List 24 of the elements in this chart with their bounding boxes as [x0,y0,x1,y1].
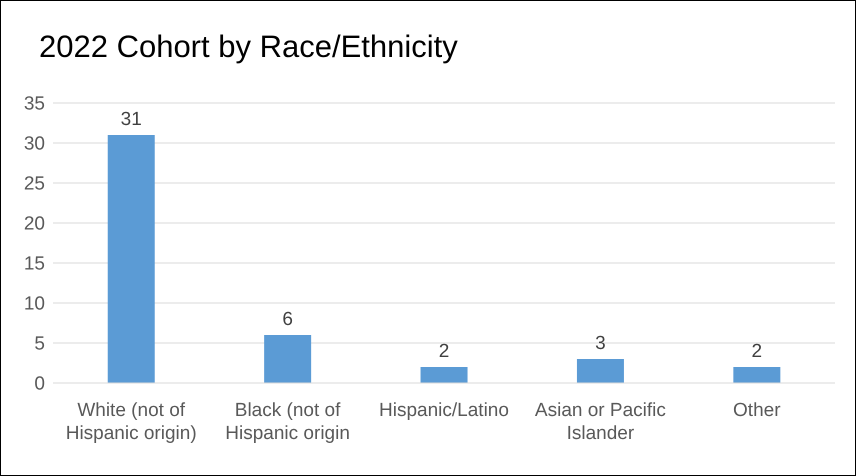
data-label: 2 [438,341,450,362]
data-label: 6 [282,309,293,330]
y-tick-label: 0 [34,374,45,395]
data-label: 3 [595,333,606,354]
bar [108,135,155,383]
y-tick-label: 30 [24,134,45,155]
data-label: 2 [752,341,762,362]
y-tick-label: 35 [24,94,45,115]
bar [420,367,468,383]
bar [576,359,624,383]
x-tick-label: Other [733,400,782,422]
y-tick-label: 5 [34,334,45,355]
bar [733,367,780,383]
x-tick-label: Black (not of Hispanic origin [225,400,350,444]
data-label: 31 [120,109,142,130]
x-tick-label: Hispanic/Latino [379,400,509,422]
bar [264,335,312,383]
x-tick-label: Asian or Pacific Islander [534,400,666,444]
y-tick-label: 15 [24,254,45,275]
y-tick-label: 25 [24,174,45,195]
x-tick-label: White (not of Hispanic origin) [66,400,197,444]
y-tick-label: 10 [24,294,45,315]
chart-title: 2022 Cohort by Race/Ethnicity [39,29,458,65]
y-tick-label: 20 [24,214,45,235]
